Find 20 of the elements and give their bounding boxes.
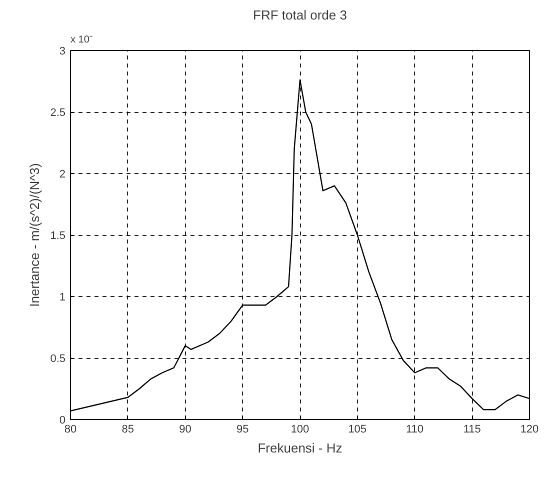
y-tick-label: 0 xyxy=(59,414,66,426)
x-tick-label: 110 xyxy=(406,424,424,436)
x-tick-label: 105 xyxy=(348,424,367,436)
y-axis-title: Inertance - m/(s^2)/(N^3) xyxy=(27,163,42,307)
x-tick-label: 85 xyxy=(122,424,134,436)
x-tick-label: 100 xyxy=(290,424,310,436)
x-axis-title: Frekuensi - Hz xyxy=(258,440,342,456)
y-tick-label: 1 xyxy=(59,292,66,304)
chart-title: FRF total orde 3 xyxy=(253,8,347,22)
x-tick-label: 80 xyxy=(64,424,77,436)
y-tick-label: 0.5 xyxy=(50,353,66,365)
y-tick-label: 2 xyxy=(59,168,66,180)
x-tick-label: 95 xyxy=(236,424,249,436)
y-tick-label: 1.5 xyxy=(50,230,66,242)
x-tick-label: 90 xyxy=(179,424,192,436)
text: x 10⁻ xyxy=(70,34,94,46)
x-tick-label: 120 xyxy=(520,424,539,436)
y-tick-label: 3 xyxy=(59,46,66,58)
x-tick-label: 115 xyxy=(463,424,481,436)
y-tick-label: 2.5 xyxy=(50,107,66,119)
